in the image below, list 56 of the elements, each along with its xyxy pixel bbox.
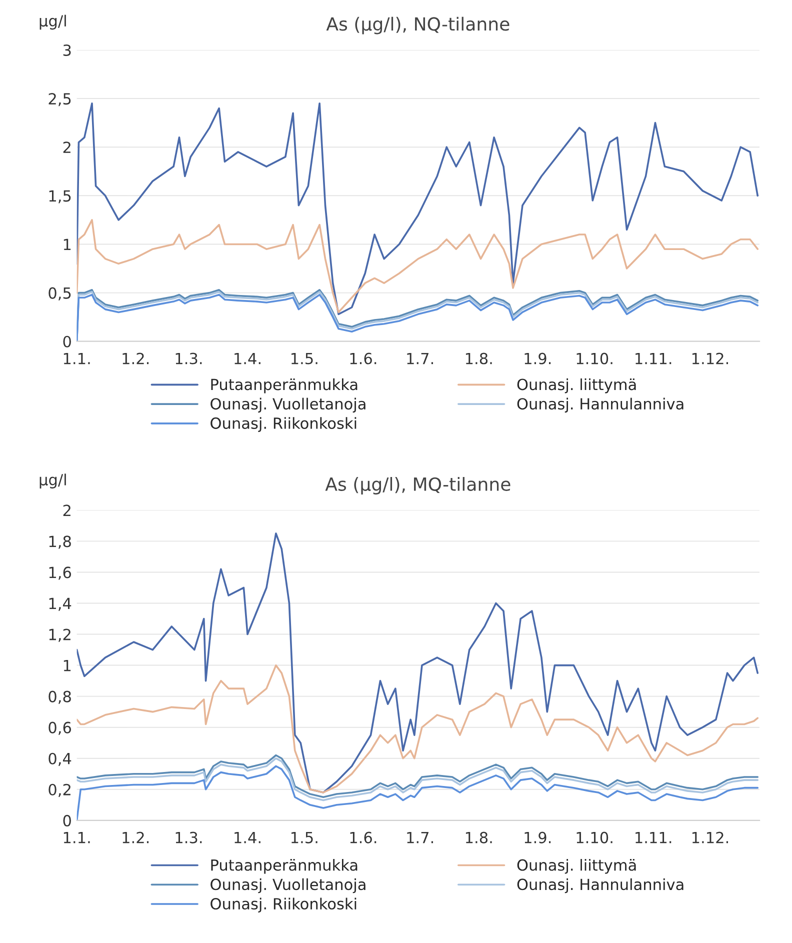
x-tick-label: 1.5.	[291, 352, 318, 364]
y-tick-label: 2	[63, 504, 70, 516]
y-tick-label: 3	[63, 44, 71, 56]
x-tick-label: 1.9.	[524, 832, 551, 844]
x-tick-label: 1.10.	[576, 832, 612, 844]
x-tick-label: 1.4.	[234, 352, 260, 364]
y-axis-title: µg/l	[40, 14, 66, 30]
x-tick-label: 1.12.	[692, 832, 728, 844]
legend-label: Ounasj. Hannulanniva	[517, 878, 684, 894]
y-tick-label: 0,8	[48, 690, 71, 704]
legend-label: Ounasj. Vuolletanoja	[210, 398, 366, 413]
x-tick-label: 1.10.	[576, 352, 612, 364]
legend-label: Ounasj. Hannulanniva	[517, 398, 684, 413]
y-tick-label: 1,4	[49, 598, 72, 611]
legend-label: Putaanperänmukka	[211, 378, 358, 394]
y-tick-label: 0,5	[48, 287, 71, 300]
x-tick-label: 1.5.	[291, 832, 318, 844]
legend-label: Ounasj. Vuolletanoja	[210, 878, 366, 894]
y-tick-label: 0,2	[48, 784, 70, 797]
x-tick-label: 1.9.	[524, 352, 551, 364]
x-tick-label: 1.2.	[122, 832, 149, 844]
x-tick-label: 1.2.	[122, 352, 149, 364]
y-tick-label: 1,8	[49, 536, 71, 549]
x-tick-label: 1.11.	[636, 352, 672, 364]
y-tick-label: 1,6	[49, 566, 71, 580]
y-tick-label: 1,5	[49, 190, 71, 204]
x-tick-label: 1.6.	[350, 832, 376, 844]
x-tick-label: 1.4.	[234, 832, 260, 844]
y-tick-label: 2,5	[48, 93, 71, 106]
x-tick-label: 1.8.	[466, 352, 492, 364]
y-tick-label: 1	[64, 238, 71, 250]
chart-title: As (µg/l), NQ-tilanne	[326, 16, 510, 34]
x-tick-label: 1.12.	[692, 352, 728, 364]
chart-title: As (µg/l), MQ-tilanne	[325, 477, 510, 494]
legend-label: Putaanperänmukka	[211, 858, 358, 874]
x-tick-label: 1.1.	[64, 352, 90, 364]
y-tick-label: 0	[63, 814, 71, 826]
y-axis-title: µg/l	[40, 474, 66, 488]
y-tick-label: 2	[63, 142, 70, 153]
x-tick-label: 1.3.	[176, 832, 202, 844]
x-tick-label: 1.8.	[466, 832, 492, 844]
x-tick-label: 1.7.	[407, 352, 433, 364]
y-tick-label: 0	[63, 336, 71, 348]
y-tick-label: 0,6	[48, 722, 71, 735]
legend-label: Ounasj. liittymä	[517, 378, 636, 394]
x-tick-label: 1.6.	[350, 352, 376, 364]
legend-label: Ounasj. Riikonkoski	[210, 417, 356, 432]
x-tick-label: 1.3.	[176, 352, 202, 364]
legend-label: Ounasj. Riikonkoski	[210, 898, 356, 913]
x-tick-label: 1.7.	[407, 832, 433, 844]
legend-label: Ounasj. liittymä	[517, 858, 636, 874]
x-tick-label: 1.1.	[64, 832, 90, 844]
y-tick-label: 1	[64, 660, 71, 672]
x-tick-label: 1.11.	[636, 832, 672, 844]
y-tick-label: 0,4	[48, 752, 72, 766]
y-tick-label: 1,2	[49, 628, 70, 642]
